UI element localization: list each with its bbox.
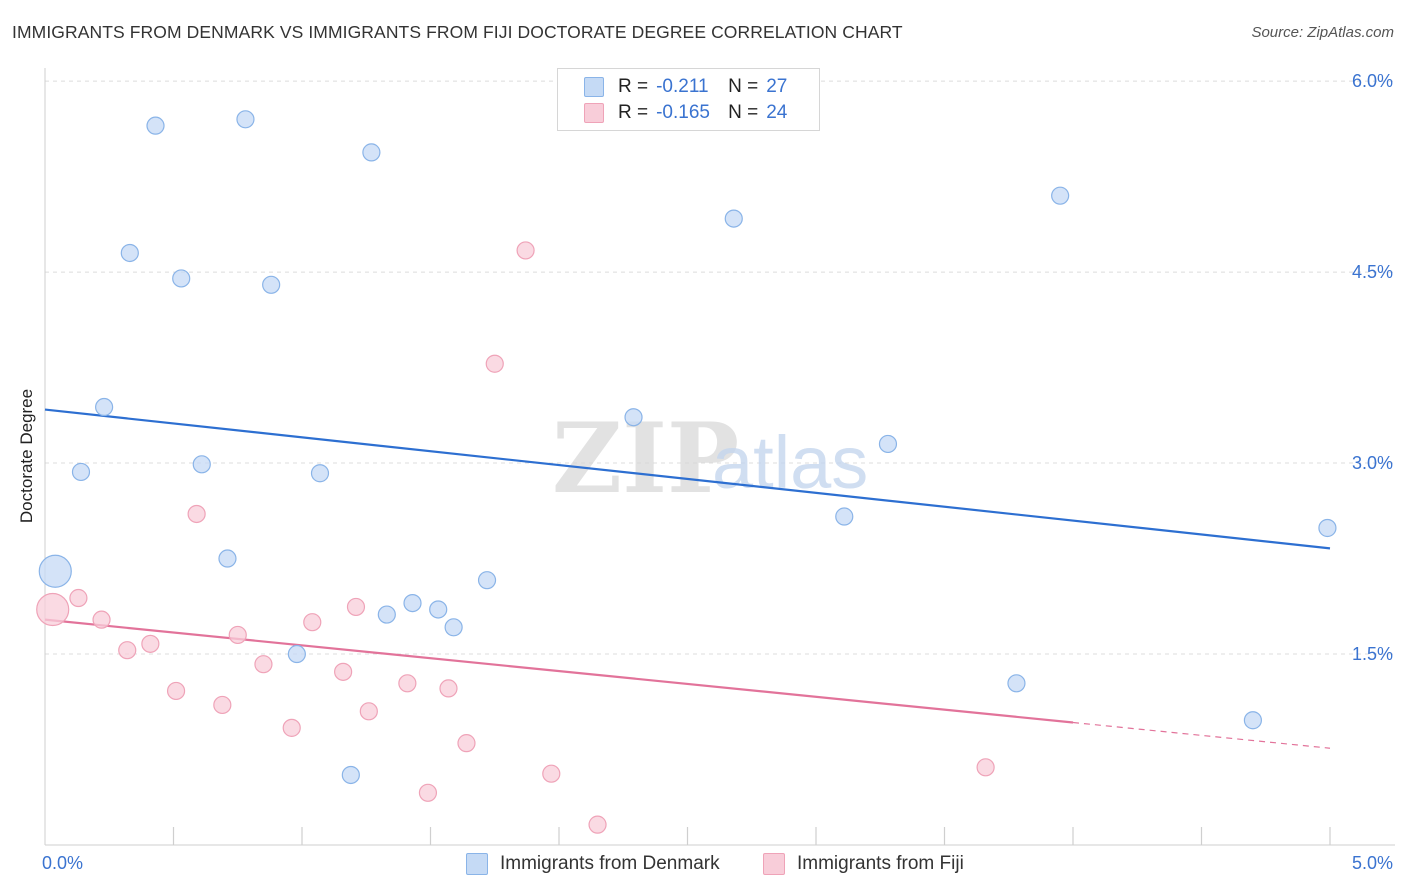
fiji-data-point [213,695,232,715]
denmark-data-point [429,600,448,619]
denmark-data-point [38,554,72,588]
fiji-data-point [346,597,366,617]
r-value-fiji: -0.165 [656,102,710,123]
fiji-data-point [516,241,535,260]
denmark-data-point [403,593,422,613]
chart-title: IMMIGRANTS FROM DENMARK VS IMMIGRANTS FR… [12,22,903,42]
fiji-data-point [228,625,247,645]
data-points [36,110,1337,834]
denmark-data-point [341,765,360,785]
denmark-legend-label: Immigrants from Denmark [500,853,720,874]
fiji-swatch-icon [584,103,604,123]
fiji-data-point [439,679,458,698]
r-value-denmark: -0.211 [656,76,709,97]
denmark-data-point [120,243,139,263]
n-label: N = [728,102,759,123]
denmark-data-point [310,464,330,483]
fiji-data-point [118,641,137,660]
fiji-data-point [542,764,561,783]
chart-source: Source: ZipAtlas.com [1251,24,1394,41]
n-label: N = [728,76,759,97]
watermark-zip: ZIP [552,402,739,515]
y-tick-label: 3.0% [1352,453,1393,473]
legend-row-denmark: R = -0.211 N = 27 [584,75,787,99]
denmark-swatch-icon [584,77,604,97]
y-tick-label: 4.5% [1352,262,1393,282]
grid-lines [45,80,1395,655]
fiji-data-point [418,783,438,802]
denmark-data-point [192,455,211,474]
axes [44,68,1395,846]
x-tick-label-max: 5.0% [1352,853,1393,873]
fiji-data-point [485,354,504,373]
denmark-data-point [1051,186,1070,205]
r-label: R = [618,102,649,123]
n-value-fiji: 24 [766,102,788,123]
fiji-data-point [187,504,206,524]
fiji-data-point [588,815,607,834]
fiji-trend-line [44,618,1074,724]
trend-lines [44,408,1331,749]
legend-row-fiji: R = -0.165 N = 24 [584,101,787,125]
y-tick-label: 1.5% [1352,644,1393,664]
denmark-data-point [146,116,165,135]
denmark-data-point [624,408,643,427]
denmark-trend-line [44,408,1331,550]
fiji-data-point [166,681,186,701]
fiji-data-point [254,655,273,674]
n-value-denmark: 27 [766,76,788,97]
fiji-trend-line-extrapolated [1072,721,1331,749]
correlation-legend: R = -0.211 N = 27 R = -0.165 N = 24 [557,68,820,131]
fiji-legend-swatch-icon [763,853,785,875]
denmark-data-point [236,110,255,129]
denmark-data-point [218,549,237,568]
series-legend-denmark[interactable]: Immigrants from Denmark [466,852,720,876]
denmark-data-point [1318,518,1337,538]
denmark-data-point [1007,674,1026,693]
y-axis-label: Doctorate Degree [17,388,36,524]
fiji-data-point [92,610,111,629]
tick-labels: 1.5% 3.0% 4.5% 6.0% 0.0% 5.0% [42,71,1393,873]
denmark-data-point [262,275,281,294]
denmark-data-point [95,397,114,417]
denmark-data-point [878,434,898,454]
denmark-data-point [172,269,191,288]
y-tick-label: 6.0% [1352,71,1393,91]
denmark-data-point [835,507,854,526]
denmark-data-point [1243,711,1263,730]
denmark-data-point [477,571,497,590]
fiji-data-point [457,734,476,753]
fiji-data-point [36,592,70,627]
denmark-data-point [287,644,306,664]
x-tick-label-min: 0.0% [42,853,83,873]
fiji-data-point [398,674,417,693]
fiji-data-point [141,634,160,653]
denmark-data-point [724,209,743,228]
denmark-data-point [71,462,91,482]
denmark-data-point [444,618,463,637]
fiji-data-point [359,702,378,721]
series-legend-fiji[interactable]: Immigrants from Fiji [763,852,964,876]
fiji-data-point [303,613,322,632]
r-label: R = [618,76,649,97]
fiji-data-point [282,718,301,737]
fiji-data-point [69,588,88,608]
watermark-atlas: atlas [712,421,868,504]
fiji-data-point [976,758,995,777]
fiji-legend-label: Immigrants from Fiji [797,853,964,874]
denmark-legend-swatch-icon [466,853,488,875]
denmark-data-point [362,143,381,162]
fiji-data-point [334,662,353,681]
denmark-data-point [377,605,396,624]
